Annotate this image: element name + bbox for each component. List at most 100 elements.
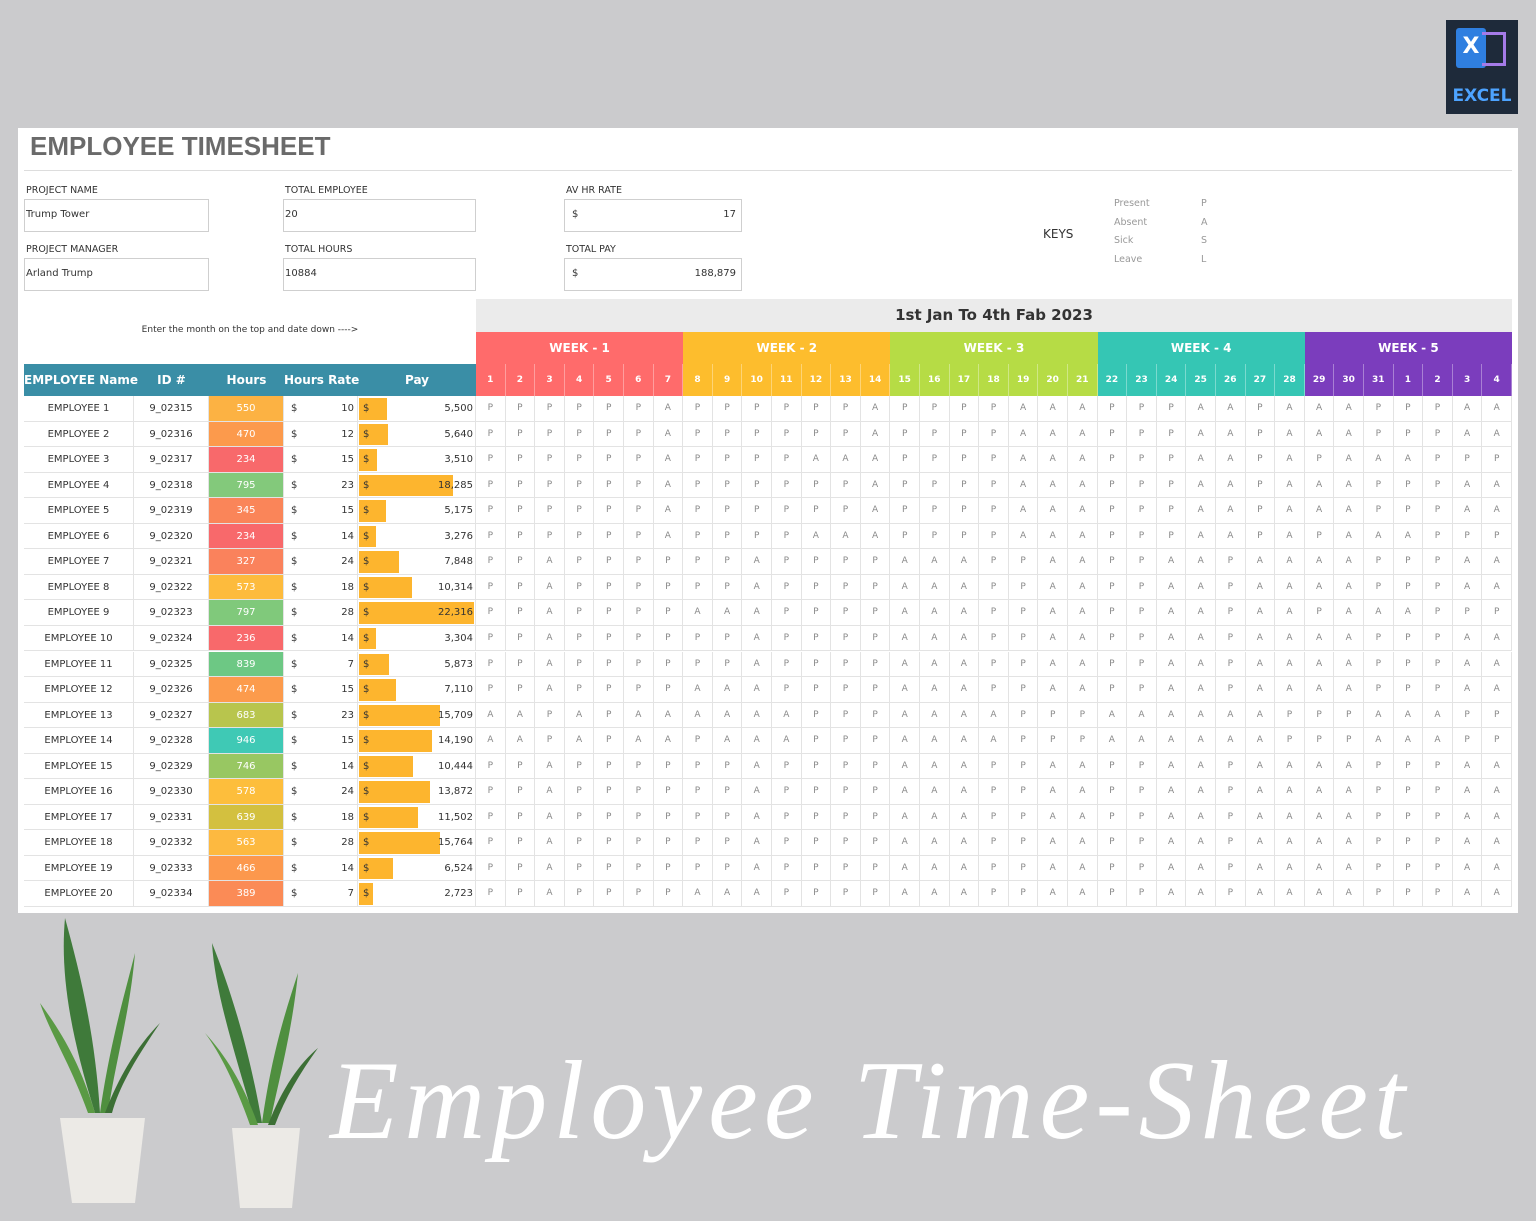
pay: 5,175 — [444, 505, 473, 517]
attendance: P — [1127, 549, 1157, 575]
attendance: P — [890, 447, 920, 473]
info-value: 188,879 — [694, 268, 736, 279]
attendance: A — [1245, 625, 1276, 652]
attendance: A — [949, 549, 980, 575]
attendance: P — [772, 447, 802, 473]
attendance: P — [712, 472, 743, 499]
attendance: P — [683, 472, 713, 499]
currency: $ — [363, 837, 370, 849]
attendance: P — [831, 855, 861, 882]
employee-id: 9_02331 — [134, 804, 209, 831]
employee-id: 9_02326 — [134, 677, 209, 703]
employee-name: EMPLOYEE 5 — [24, 498, 134, 524]
attendance: P — [683, 728, 713, 754]
attendance: A — [1334, 574, 1364, 601]
attendance: A — [1304, 625, 1335, 652]
attendance: A — [1393, 523, 1424, 550]
attendance: A — [1245, 881, 1276, 907]
attendance: P — [712, 523, 743, 550]
attendance: P — [1156, 396, 1187, 422]
pay-cell — [358, 677, 476, 703]
attendance: A — [1156, 677, 1187, 703]
attendance: A — [1038, 498, 1068, 524]
attendance: A — [1186, 753, 1216, 780]
attendance: A — [1452, 421, 1483, 448]
attendance: A — [920, 728, 950, 754]
column-header: Hours — [226, 373, 267, 387]
attendance: P — [653, 625, 684, 652]
day-header: 17 — [949, 364, 980, 396]
attendance: P — [1008, 625, 1039, 652]
attendance: P — [801, 396, 832, 422]
attendance: A — [1038, 830, 1068, 856]
attendance: A — [1452, 472, 1483, 499]
attendance: P — [564, 498, 595, 524]
attendance: P — [535, 498, 565, 524]
attendance: P — [1304, 702, 1335, 729]
attendance: P — [1097, 447, 1128, 473]
attendance: P — [742, 498, 772, 524]
attendance: A — [1186, 421, 1216, 448]
attendance: P — [1364, 396, 1394, 422]
rate: 7 — [347, 888, 354, 900]
currency: $ — [363, 632, 370, 644]
date-banner — [476, 299, 1512, 332]
attendance: A — [1393, 447, 1424, 473]
rate: 23 — [341, 709, 354, 721]
attendance: P — [979, 804, 1009, 831]
attendance: A — [890, 830, 920, 856]
attendance: P — [712, 498, 743, 524]
attendance: P — [594, 523, 624, 550]
attendance: P — [683, 447, 713, 473]
attendance: P — [831, 779, 861, 805]
attendance: P — [1393, 574, 1424, 601]
attendance: A — [1275, 855, 1305, 882]
day-header: 3 — [535, 364, 565, 396]
attendance: P — [1097, 498, 1128, 524]
attendance: P — [1245, 447, 1276, 473]
employee-name: EMPLOYEE 14 — [24, 728, 134, 754]
attendance: A — [831, 447, 861, 473]
attendance: P — [564, 651, 595, 678]
attendance: P — [1452, 600, 1483, 626]
attendance: P — [742, 523, 772, 550]
attendance: P — [1393, 549, 1424, 575]
attendance: P — [505, 677, 536, 703]
attendance: A — [742, 855, 772, 882]
info-label: PROJECT NAME — [26, 185, 98, 196]
day-header: 12 — [801, 364, 832, 396]
attendance: P — [624, 881, 654, 907]
attendance: P — [1008, 753, 1039, 780]
attendance: A — [1452, 804, 1483, 831]
attendance: P — [683, 549, 713, 575]
attendance: P — [1364, 651, 1394, 678]
attendance: P — [1423, 498, 1453, 524]
employee-id: 9_02334 — [134, 881, 209, 907]
attendance: P — [831, 702, 861, 729]
rate-cell — [284, 830, 358, 856]
attendance: A — [505, 702, 536, 729]
attendance: P — [712, 804, 743, 831]
currency: $ — [291, 862, 298, 874]
attendance: P — [1364, 472, 1394, 499]
attendance: P — [1364, 421, 1394, 448]
employee-id: 9_02320 — [134, 523, 209, 550]
currency: $ — [291, 403, 298, 414]
attendance: A — [1334, 753, 1364, 780]
attendance: P — [801, 830, 832, 856]
hours: 236 — [209, 625, 284, 652]
info-box — [283, 258, 476, 291]
attendance: A — [1156, 830, 1187, 856]
rate-cell — [284, 447, 358, 473]
attendance: A — [1156, 881, 1187, 907]
attendance: P — [564, 779, 595, 805]
attendance: A — [1186, 574, 1216, 601]
attendance: A — [949, 728, 980, 754]
attendance: A — [1334, 498, 1364, 524]
attendance: P — [1364, 881, 1394, 907]
attendance: P — [505, 447, 536, 473]
attendance: A — [1304, 651, 1335, 678]
attendance: P — [594, 498, 624, 524]
day-header: 30 — [1334, 364, 1364, 396]
day-header: 1 — [1393, 364, 1424, 396]
